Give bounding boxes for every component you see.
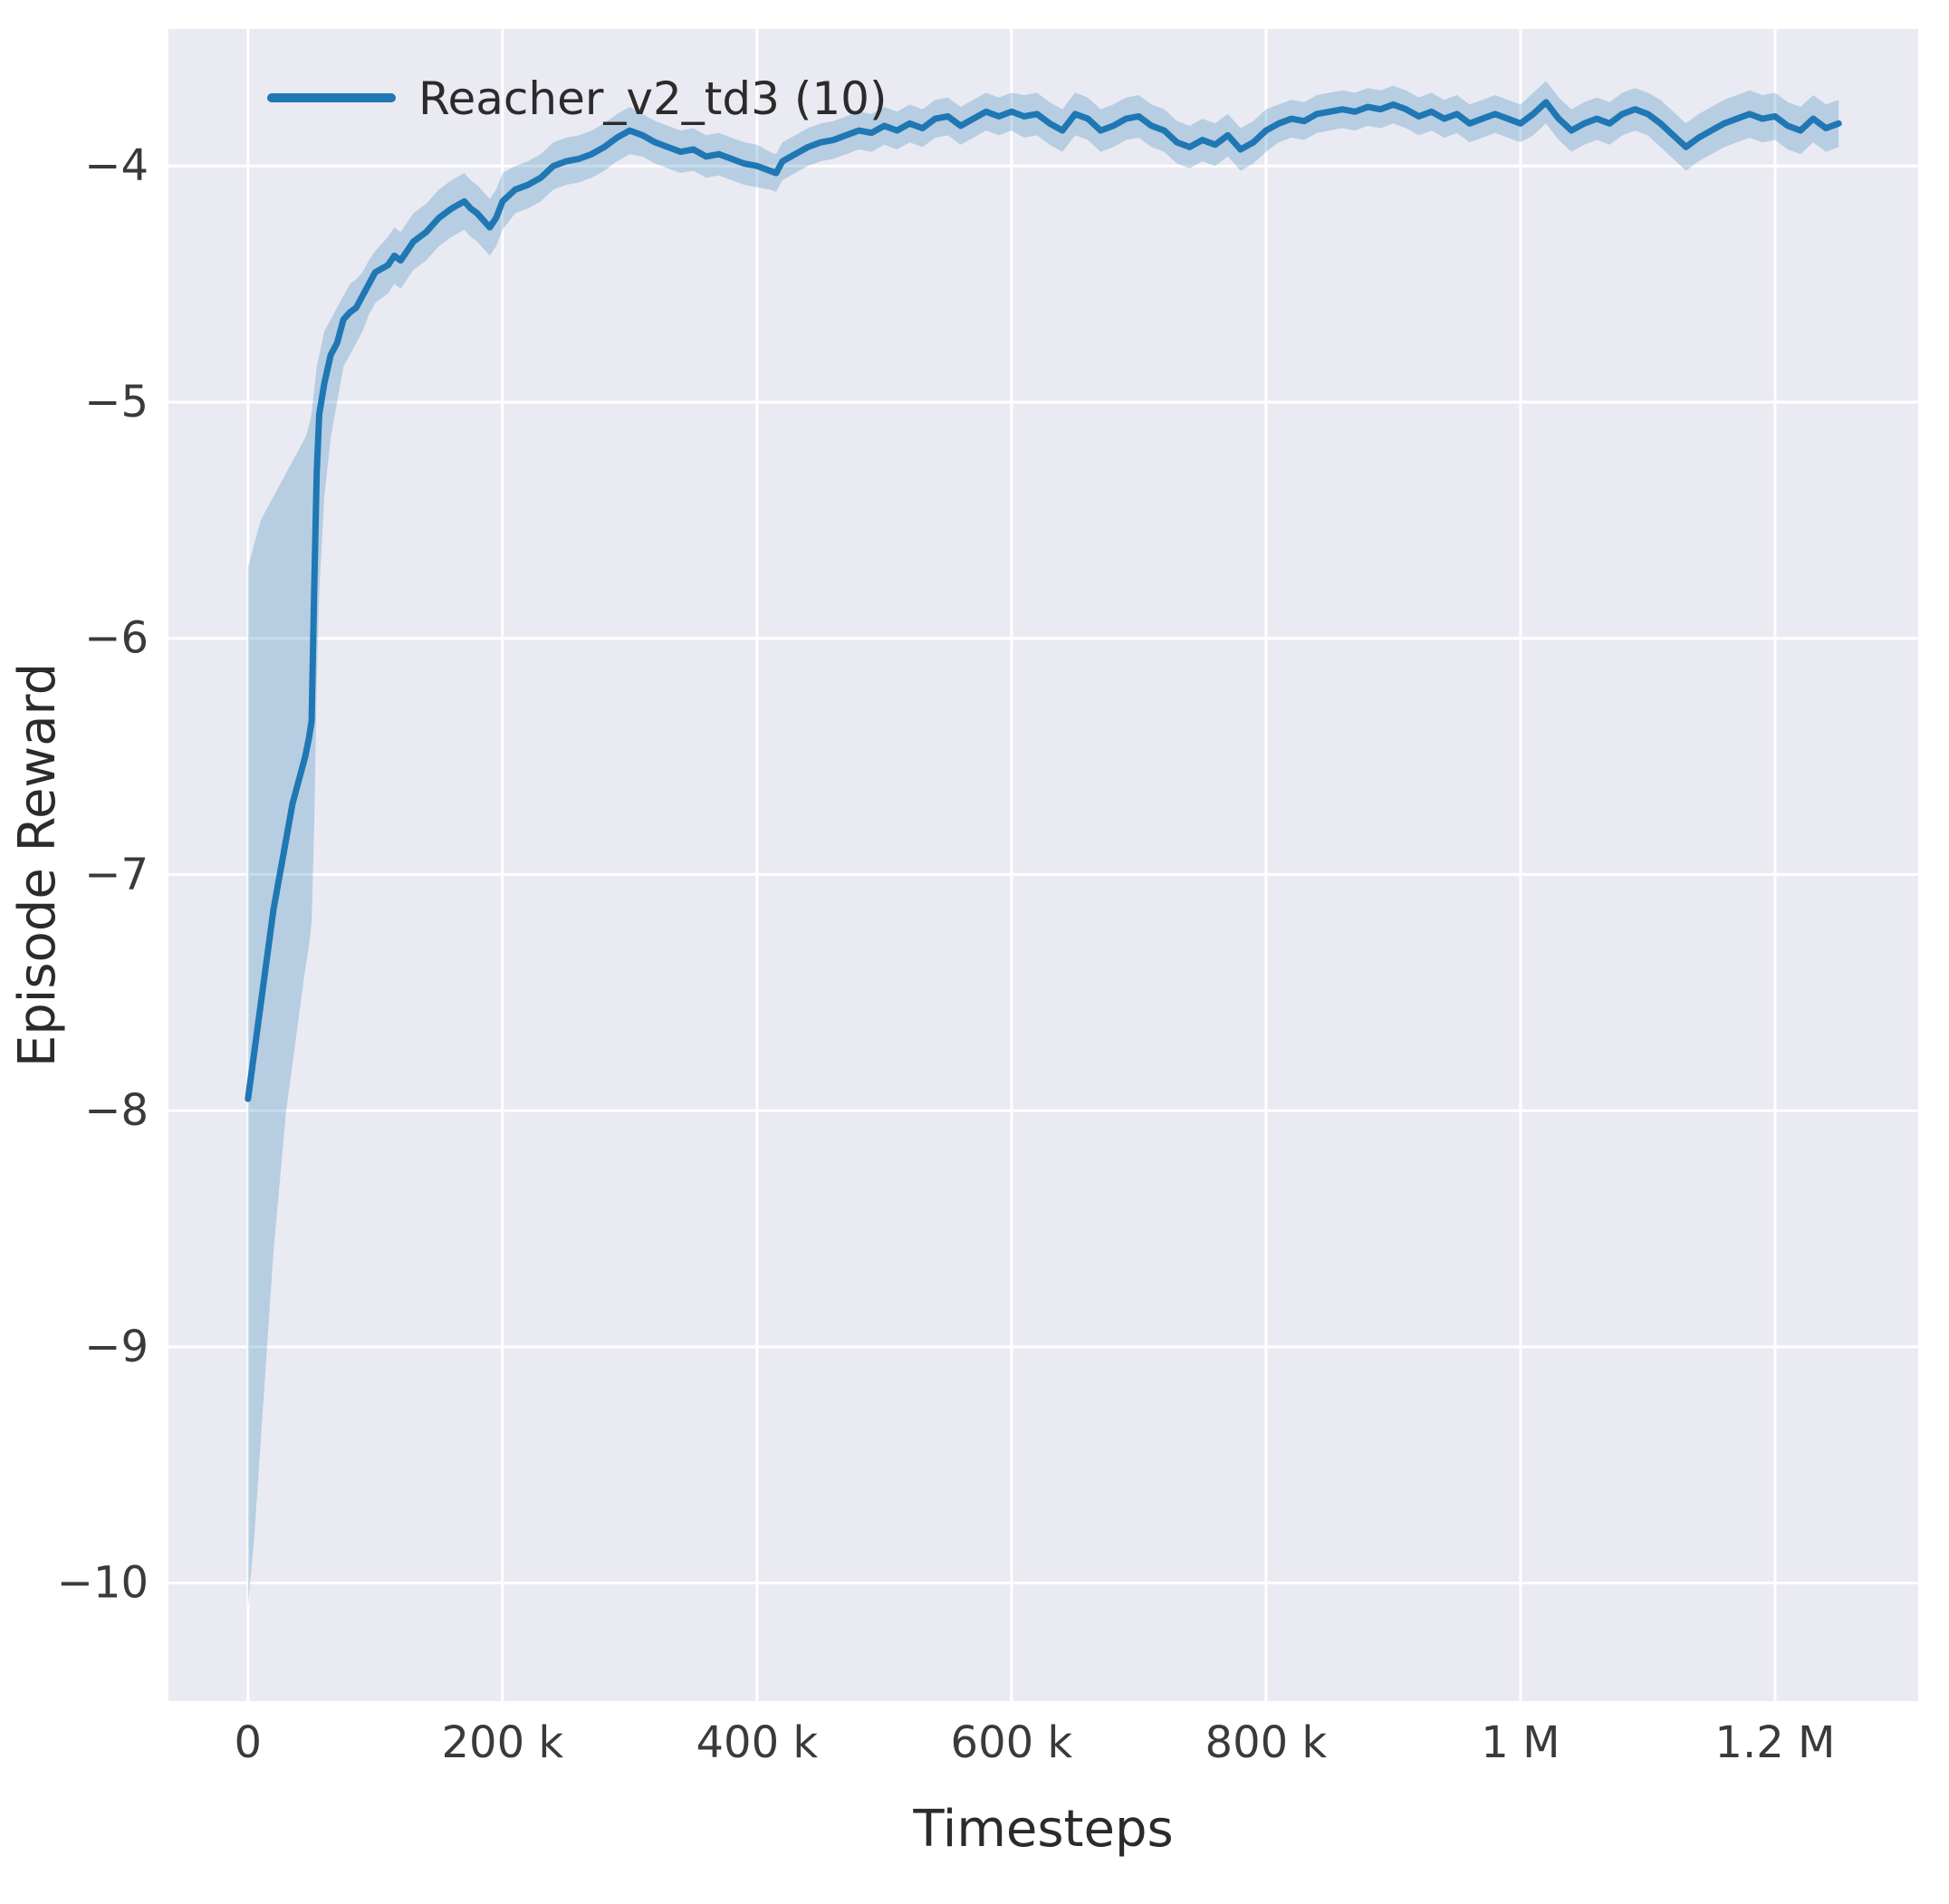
confidence-band <box>247 81 1839 1607</box>
x-tick-label: 800 k <box>1205 1717 1328 1768</box>
y-tick-label: −9 <box>84 1322 149 1372</box>
tick-labels: 0 200 k 400 k 600 k 800 k 1 M 1.2 M −10 −9 −8 −7 −6… <box>57 140 1836 1768</box>
x-tick-label: 400 k <box>696 1717 819 1768</box>
x-tick-label: 1.2 M <box>1714 1717 1835 1768</box>
axes-background <box>168 29 1918 1701</box>
x-tick-label: 1 M <box>1481 1717 1560 1768</box>
x-axis-label: Timesteps <box>912 1800 1173 1859</box>
y-tick-label: −7 <box>84 849 149 899</box>
gridlines <box>168 29 1918 1701</box>
x-tick-label: 600 k <box>951 1717 1073 1768</box>
x-tick-label: 0 <box>235 1717 263 1768</box>
legend: Reacher_v2_td3 (10) <box>267 72 887 125</box>
y-tick-label: −5 <box>84 377 149 428</box>
y-tick-label: −6 <box>84 613 149 664</box>
x-tick-label: 200 k <box>442 1717 564 1768</box>
y-tick-label: −8 <box>84 1085 149 1136</box>
y-axis-label: Episode Reward <box>8 663 67 1067</box>
y-tick-label: −10 <box>57 1558 149 1609</box>
confidence-band-area <box>247 81 1839 1607</box>
y-tick-label: −4 <box>84 140 149 191</box>
series-line <box>245 99 1842 1102</box>
series-lines <box>245 99 1842 1102</box>
legend-label: Reacher_v2_td3 (10) <box>418 72 887 125</box>
